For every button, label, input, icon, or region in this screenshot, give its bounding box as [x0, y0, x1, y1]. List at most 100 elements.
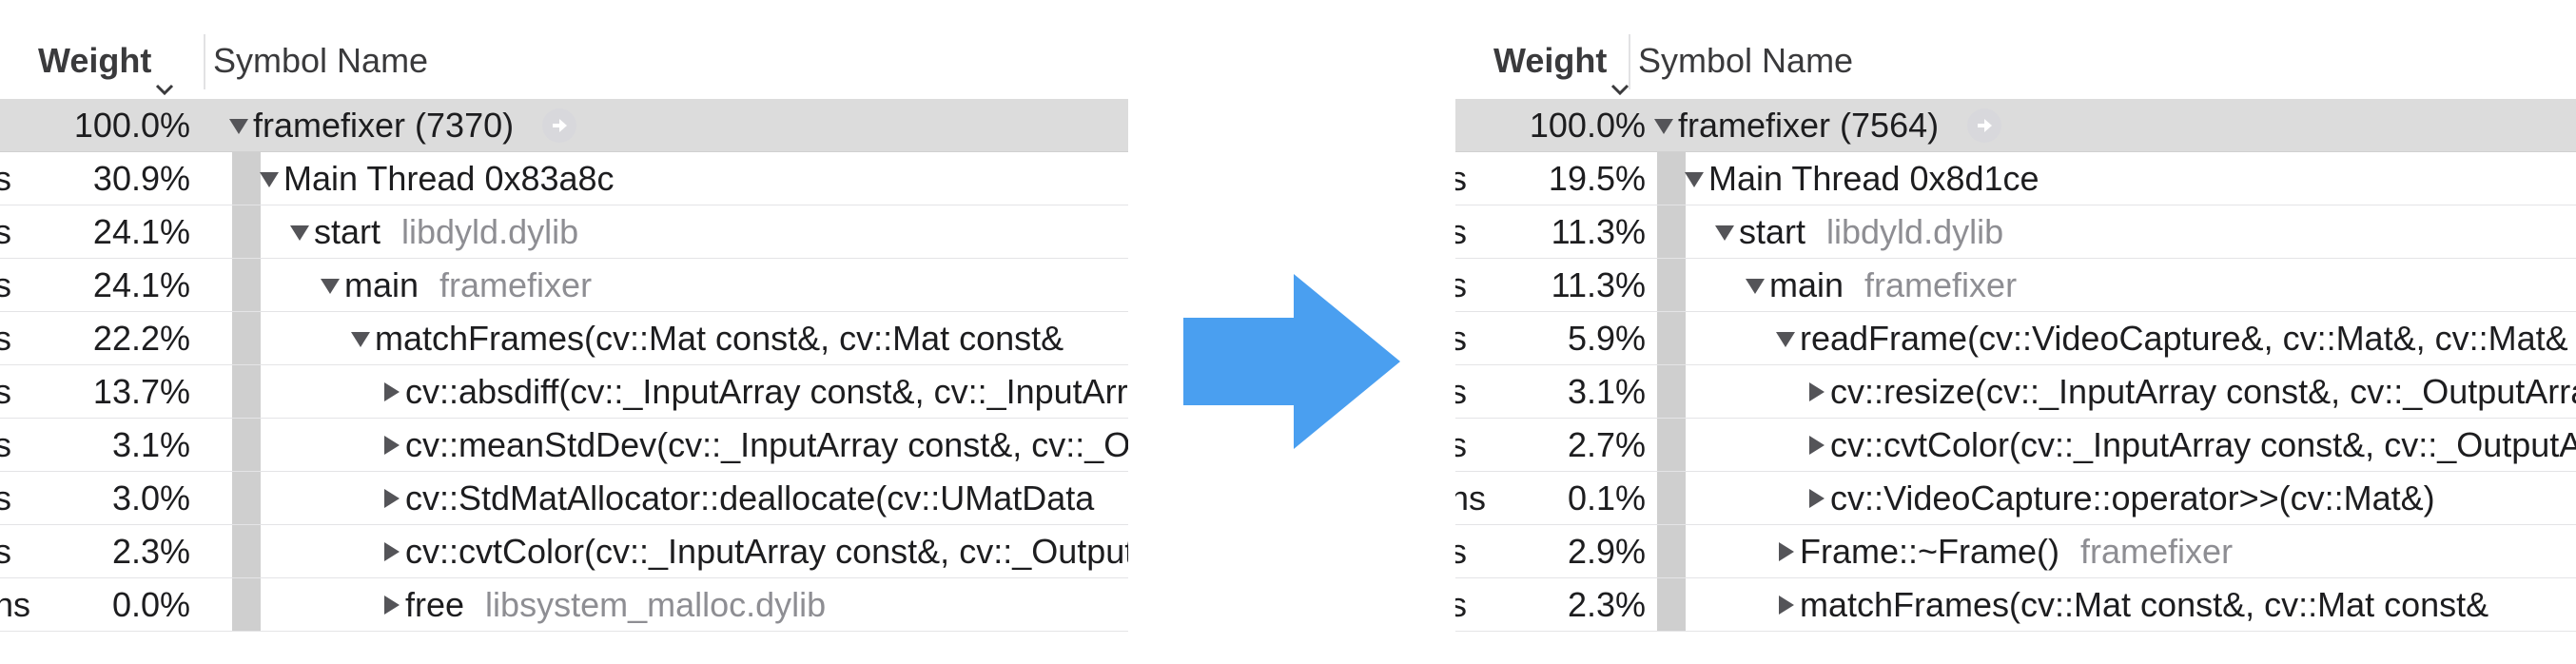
call-tree-row[interactable]: s 24.1% start libdyld.dylib: [0, 205, 1128, 259]
weight-unit: s: [0, 478, 11, 518]
weight-percent: 24.1%: [92, 212, 190, 251]
right-call-tree-panel: Weight Symbol Name 100.0% framefixer (756…: [1455, 0, 2576, 664]
disclosure-expanded-icon[interactable]: [228, 115, 249, 136]
focus-arrow-icon[interactable]: [1967, 108, 2002, 144]
call-tree-row[interactable]: s 2.3% cv::cvtColor(cv::_InputArray const&…: [0, 525, 1128, 578]
symbol-cell: matchFrames(cv::Mat const&, cv::Mat cons…: [1775, 578, 2488, 631]
call-tree-row[interactable]: 100.0% framefixer (7564): [1455, 99, 2576, 152]
symbol-name-column-header[interactable]: Symbol Name: [213, 34, 428, 88]
weight-percent: 11.3%: [1551, 265, 1646, 304]
call-tree-row[interactable]: s 3.1% cv::meanStdDev(cv::_InputArray cons…: [0, 419, 1128, 472]
disclosure-expanded-icon[interactable]: [1745, 275, 1766, 296]
weight-column-label: Weight: [1493, 41, 1608, 80]
symbol-cell: framefixer (7564): [1653, 99, 2002, 151]
weight-percent: 22.2%: [92, 319, 190, 358]
symbol-name: matchFrames(cv::Mat const&, cv::Mat cons…: [1800, 585, 2489, 624]
call-tree-row[interactable]: ns 0.1% cv::VideoCapture::operator>>(cv::M…: [1455, 472, 2576, 525]
disclosure-expanded-icon[interactable]: [1653, 115, 1674, 136]
call-tree-row[interactable]: s 19.5% Main Thread 0x8d1ce: [1455, 152, 2576, 205]
disclosure-collapsed-icon[interactable]: [381, 435, 401, 456]
weight-column-header[interactable]: Weight: [1493, 34, 1630, 96]
weight-column-label: Weight: [38, 41, 152, 80]
weight-percent: 13.7%: [92, 372, 190, 411]
symbol-cell: cv::absdiff(cv::_InputArray const&, cv::…: [381, 365, 1128, 418]
symbol-name: cv::StdMatAllocator::deallocate(cv::UMat…: [405, 478, 1095, 518]
weight-unit: s: [0, 265, 11, 304]
weight-percent: 3.1%: [1567, 372, 1646, 411]
call-tree-row[interactable]: s 3.0% cv::StdMatAllocator::deallocate(cv:…: [0, 472, 1128, 525]
call-tree-row[interactable]: 100.0% framefixer (7370): [0, 99, 1128, 152]
symbol-name: main: [1769, 265, 1844, 304]
column-separator[interactable]: [204, 34, 205, 89]
symbol-name-column-header[interactable]: Symbol Name: [1638, 34, 1853, 88]
right-arrow-icon: [1183, 274, 1400, 449]
symbol-cell: cv::cvtColor(cv::_InputArray const&, cv:…: [1805, 419, 2576, 471]
disclosure-collapsed-icon[interactable]: [381, 541, 401, 562]
symbol-name: Main Thread 0x83a8c: [283, 159, 615, 198]
library-name: framefixer: [439, 265, 593, 304]
call-tree-row[interactable]: s 30.9% Main Thread 0x83a8c: [0, 152, 1128, 205]
symbol-name: cv::absdiff(cv::_InputArray const&, cv::…: [405, 372, 1128, 411]
disclosure-expanded-icon[interactable]: [1714, 222, 1735, 243]
weight-percent: 100.0%: [73, 106, 190, 145]
call-tree-row[interactable]: s 11.3% main framefixer: [1455, 259, 2576, 312]
symbol-name: matchFrames(cv::Mat const&, cv::Mat cons…: [375, 319, 1064, 358]
symbol-cell: framefixer (7370): [228, 99, 577, 151]
symbol-cell: matchFrames(cv::Mat const&, cv::Mat cons…: [350, 312, 1064, 364]
symbol-name: Frame::~Frame(): [1800, 532, 2060, 571]
weight-percent: 19.5%: [1548, 159, 1646, 198]
library-name: libsystem_malloc.dylib: [485, 585, 827, 624]
weight-unit: ns: [0, 585, 31, 624]
call-tree-row[interactable]: s 22.2% matchFrames(cv::Mat const&, cv::Ma…: [0, 312, 1128, 365]
symbol-name: cv::cvtColor(cv::_InputArray const&, cv:…: [405, 532, 1128, 571]
disclosure-collapsed-icon[interactable]: [1805, 381, 1826, 402]
symbol-name: free: [405, 585, 465, 624]
call-tree-row[interactable]: s 2.9% Frame::~Frame() framefixer: [1455, 525, 2576, 578]
disclosure-expanded-icon[interactable]: [1684, 168, 1705, 189]
weight-percent: 2.9%: [1567, 532, 1646, 571]
call-tree-row[interactable]: s 13.7% cv::absdiff(cv::_InputArray const&…: [0, 365, 1128, 419]
focus-arrow-icon[interactable]: [542, 108, 577, 144]
disclosure-collapsed-icon[interactable]: [381, 488, 401, 509]
weight-percent: 3.1%: [111, 425, 190, 464]
call-tree-row[interactable]: ns 0.0% free libsystem_malloc.dylib: [0, 578, 1128, 632]
symbol-name: cv::resize(cv::_InputArray const&, cv::_…: [1830, 372, 2576, 411]
symbol-cell: cv::meanStdDev(cv::_InputArray const&, c…: [381, 419, 1128, 471]
symbol-name: readFrame(cv::VideoCapture&, cv::Mat&, c…: [1800, 319, 2568, 358]
disclosure-collapsed-icon[interactable]: [1775, 541, 1796, 562]
symbol-name: Main Thread 0x8d1ce: [1708, 159, 2039, 198]
symbol-cell: cv::cvtColor(cv::_InputArray const&, cv:…: [381, 525, 1128, 577]
symbol-cell: start libdyld.dylib: [289, 205, 578, 258]
disclosure-collapsed-icon[interactable]: [1775, 595, 1796, 615]
symbol-cell: Main Thread 0x8d1ce: [1684, 152, 2039, 205]
weight-unit: s: [1455, 372, 1467, 411]
weight-column-header[interactable]: Weight: [38, 34, 174, 96]
disclosure-collapsed-icon[interactable]: [1805, 488, 1826, 509]
disclosure-expanded-icon[interactable]: [289, 222, 310, 243]
disclosure-collapsed-icon[interactable]: [1805, 435, 1826, 456]
weight-percent: 3.0%: [111, 478, 190, 518]
call-tree-row[interactable]: s 2.3% matchFrames(cv::Mat const&, cv::Mat…: [1455, 578, 2576, 632]
weight-unit: s: [0, 532, 11, 571]
call-tree-row[interactable]: s 24.1% main framefixer: [0, 259, 1128, 312]
disclosure-collapsed-icon[interactable]: [381, 381, 401, 402]
disclosure-expanded-icon[interactable]: [350, 328, 371, 349]
call-tree-row[interactable]: s 3.1% cv::resize(cv::_InputArray const&, …: [1455, 365, 2576, 419]
disclosure-expanded-icon[interactable]: [1775, 328, 1796, 349]
weight-unit: ns: [1455, 478, 1487, 518]
disclosure-collapsed-icon[interactable]: [381, 595, 401, 615]
weight-unit: s: [1455, 425, 1467, 464]
column-separator[interactable]: [1629, 34, 1630, 89]
weight-unit: s: [1455, 585, 1467, 624]
call-tree-row[interactable]: s 11.3% start libdyld.dylib: [1455, 205, 2576, 259]
weight-unit: s: [1455, 265, 1467, 304]
call-tree-row[interactable]: s 5.9% readFrame(cv::VideoCapture&, cv::Ma…: [1455, 312, 2576, 365]
symbol-cell: Main Thread 0x83a8c: [259, 152, 615, 205]
weight-percent: 0.0%: [111, 585, 190, 624]
library-name: framefixer: [2080, 532, 2234, 571]
disclosure-expanded-icon[interactable]: [259, 168, 280, 189]
symbol-name: cv::meanStdDev(cv::_InputArray const&, c…: [405, 425, 1128, 464]
call-tree-row[interactable]: s 2.7% cv::cvtColor(cv::_InputArray const&…: [1455, 419, 2576, 472]
symbol-cell: main framefixer: [1745, 259, 2017, 311]
disclosure-expanded-icon[interactable]: [320, 275, 341, 296]
